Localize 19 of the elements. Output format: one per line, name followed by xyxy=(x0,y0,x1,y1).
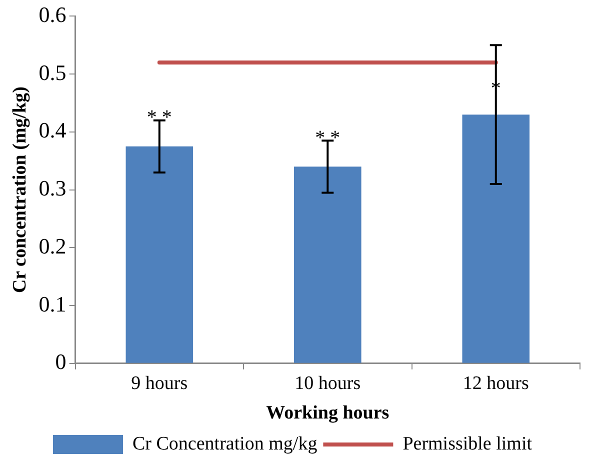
annotation: * * xyxy=(146,106,172,129)
y-tick-label: 0.3 xyxy=(38,176,66,201)
x-axis-title: Working hours xyxy=(266,402,390,424)
y-tick-label: 0.1 xyxy=(38,291,66,316)
legend-label: Cr Concentration mg/kg xyxy=(132,433,318,454)
bar xyxy=(462,114,530,363)
x-tick-label: 10 hours xyxy=(294,372,361,394)
legend-label: Permissible limit xyxy=(402,433,533,454)
y-tick-label: 0.4 xyxy=(38,118,66,143)
y-tick-label: 0.5 xyxy=(38,60,66,85)
x-tick-label: 12 hours xyxy=(462,372,529,394)
bar xyxy=(126,146,194,363)
y-tick-label: 0.2 xyxy=(38,233,66,258)
y-tick-label: 0 xyxy=(55,349,66,374)
x-tick-label: 9 hours xyxy=(131,372,188,394)
bar xyxy=(294,166,362,363)
y-tick-label: 0.6 xyxy=(38,2,66,27)
y-axis-title: Cr concentration (mg/kg) xyxy=(9,86,30,294)
annotation: * * xyxy=(315,126,340,149)
